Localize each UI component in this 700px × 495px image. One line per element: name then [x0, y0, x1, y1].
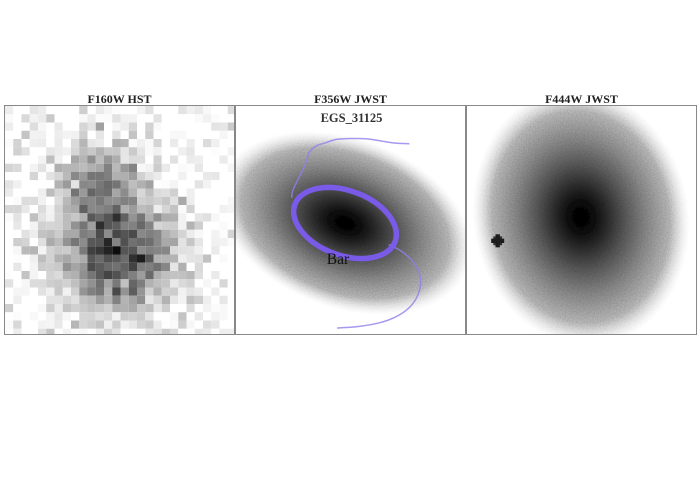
- svg-text:Bar: Bar: [327, 251, 350, 268]
- svg-text:EGS_31125: EGS_31125: [321, 111, 383, 125]
